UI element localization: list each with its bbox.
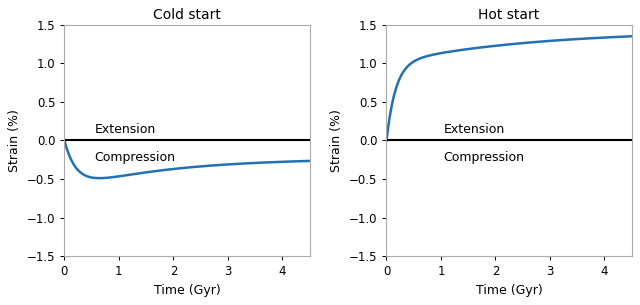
Y-axis label: Strain (%): Strain (%) [330, 109, 344, 172]
X-axis label: Time (Gyr): Time (Gyr) [476, 284, 543, 297]
Text: Extension: Extension [444, 123, 505, 136]
Text: Extension: Extension [94, 123, 156, 136]
X-axis label: Time (Gyr): Time (Gyr) [154, 284, 220, 297]
Y-axis label: Strain (%): Strain (%) [8, 109, 21, 172]
Title: Cold start: Cold start [153, 8, 221, 22]
Title: Hot start: Hot start [479, 8, 540, 22]
Text: Compression: Compression [94, 151, 175, 164]
Text: Compression: Compression [444, 151, 525, 164]
